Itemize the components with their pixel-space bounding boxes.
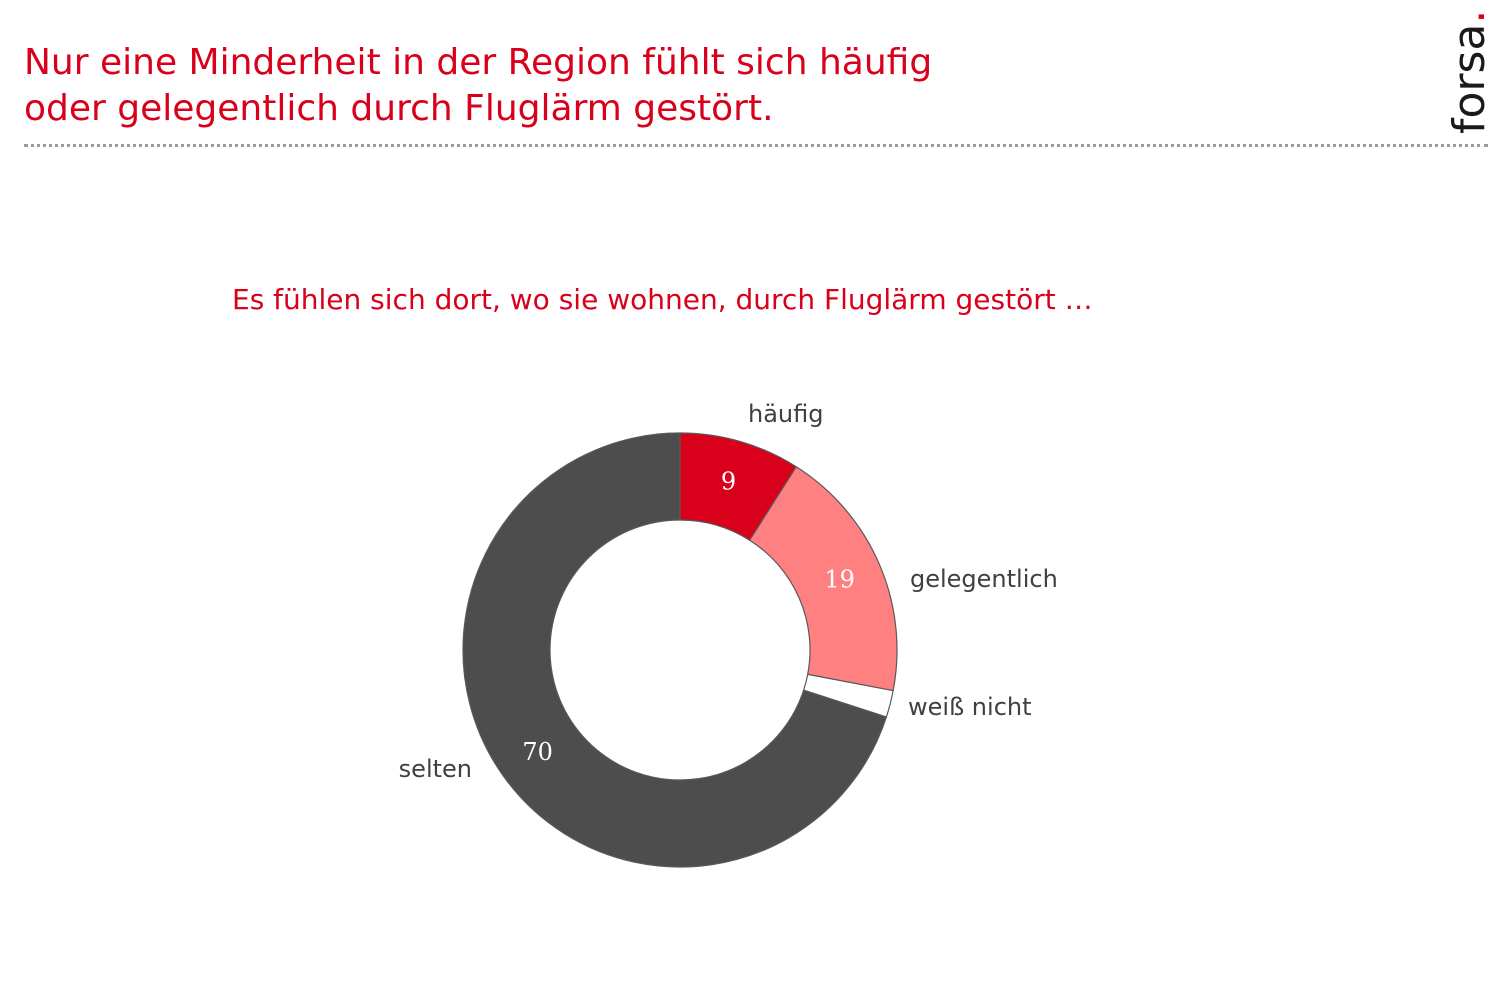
chart-subtitle: Es fühlen sich dort, wo sie wohnen, durc…: [232, 283, 1093, 316]
category-label-weiss-nicht: weiß nicht: [908, 693, 1032, 721]
category-label-haeufig: häufig: [748, 400, 823, 428]
category-label-gelegentlich: gelegentlich: [910, 565, 1058, 593]
title-line-2: oder gelegentlich durch Fluglärm gestört…: [24, 88, 774, 129]
value-label-selten: 70: [522, 738, 553, 766]
title-line-1: Nur eine Minderheit in der Region fühlt …: [24, 42, 933, 83]
logo-text: forsa: [1444, 24, 1495, 134]
slice-selten: [462, 432, 888, 868]
title-divider: [24, 144, 1488, 147]
svg-text:forsa.: forsa.: [1444, 10, 1495, 134]
logo-dot: .: [1444, 10, 1495, 24]
forsa-logo: forsa.: [1444, 10, 1495, 134]
slide-title: Nur eine Minderheit in der Region fühlt …: [24, 40, 1404, 132]
value-label-haeufig: 9: [721, 467, 736, 495]
category-label-selten: selten: [399, 755, 472, 783]
value-label-gelegentlich: 19: [824, 565, 855, 593]
slice-gelegentlich: [748, 465, 898, 692]
